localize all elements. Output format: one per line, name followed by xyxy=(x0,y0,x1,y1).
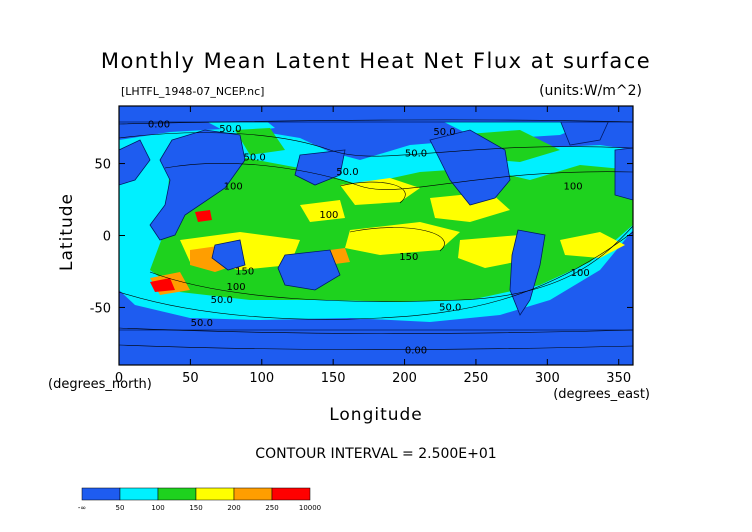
x-tick-label: 300 xyxy=(535,371,560,386)
colorbar-label: 10000 xyxy=(299,504,321,512)
colorbar-label: -∞ xyxy=(78,504,86,512)
contour-label: 100 xyxy=(224,181,243,192)
y-axis-ticks: 50 0 -50 xyxy=(90,158,633,316)
flux-band-150-200 xyxy=(180,178,625,270)
contour-label: 50.0 xyxy=(191,318,213,329)
map-field: 0.00 50.0 50.0 50.0 50.0 50.0 100 100 100 150 150 1… xyxy=(119,106,633,365)
colorbar-bin xyxy=(81,487,121,501)
contour-label: 150 xyxy=(235,266,254,277)
contour-label: 50.0 xyxy=(405,148,427,159)
colorbar-bin xyxy=(271,487,311,501)
flux-band-over-250 xyxy=(150,210,212,292)
contour-interval-text: CONTOUR INTERVAL = 2.500E+01 xyxy=(255,446,496,462)
contour-label: 150 xyxy=(399,252,418,263)
colorbar-bin xyxy=(195,487,235,501)
contour-lines xyxy=(119,119,633,350)
x-tick-label: 50 xyxy=(182,371,199,386)
colorbar-label: 200 xyxy=(227,504,240,512)
contour-label: 50.0 xyxy=(211,295,233,306)
contour-label: 50.0 xyxy=(433,127,455,138)
y-tick-label: 0 xyxy=(103,230,111,245)
x-axis-title: Longitude xyxy=(329,405,423,425)
x-tick-label: 250 xyxy=(464,371,489,386)
contour-label: 0.00 xyxy=(405,345,427,356)
land-masses xyxy=(119,106,633,365)
contour-label: 50.0 xyxy=(244,153,266,164)
contour-labels: 0.00 50.0 50.0 50.0 50.0 50.0 100 100 100 150 150 1… xyxy=(148,120,590,357)
x-tick-label: 0 xyxy=(115,371,123,386)
x-tick-label: 350 xyxy=(606,371,631,386)
contour-label: 50.0 xyxy=(219,124,241,135)
y-tick-label: 50 xyxy=(94,158,111,173)
contour-label: 100 xyxy=(571,268,590,279)
contour-label: 50.0 xyxy=(439,302,461,313)
colorbar-bin xyxy=(233,487,273,501)
x-tick-label: 100 xyxy=(249,371,274,386)
colorbar-bin xyxy=(119,487,159,501)
x-unit-label: (degrees_east) xyxy=(553,387,650,402)
file-label: [LHTFL_1948-07_NCEP.nc] xyxy=(121,85,264,98)
colorbar-bin xyxy=(157,487,197,501)
contour-label: 100 xyxy=(227,282,246,293)
contour-label: 100 xyxy=(563,181,582,192)
chart-title: Monthly Mean Latent Heat Net Flux at sur… xyxy=(101,49,651,73)
x-axis-ticks: 0 50 100 150 200 250 300 350 xyxy=(115,106,631,386)
y-axis-title: Latitude xyxy=(57,193,77,271)
colorbar: -∞ 50 100 150 200 250 10000 xyxy=(78,487,321,512)
colorbar-label: 50 xyxy=(116,504,125,512)
units-label: (units:W/m^2) xyxy=(539,83,642,99)
x-tick-label: 200 xyxy=(392,371,417,386)
contour-label: 50.0 xyxy=(336,167,358,178)
colorbar-label: 150 xyxy=(189,504,202,512)
contour-label: 100 xyxy=(319,210,338,221)
contour-label: 0.00 xyxy=(148,120,170,131)
y-unit-label: (degrees_north) xyxy=(48,377,152,392)
x-tick-label: 150 xyxy=(321,371,346,386)
y-tick-label: -50 xyxy=(90,301,111,316)
colorbar-label: 250 xyxy=(265,504,278,512)
colorbar-label: 100 xyxy=(151,504,164,512)
